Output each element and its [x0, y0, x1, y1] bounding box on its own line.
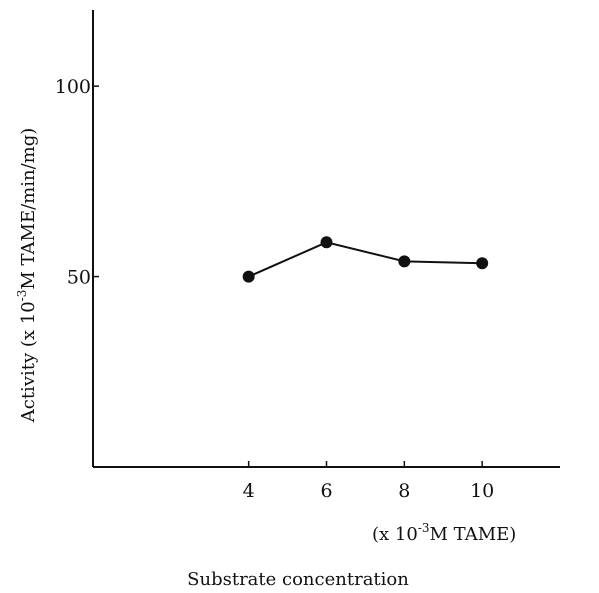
data-point: [320, 236, 333, 249]
y-tick-label: 50: [67, 267, 91, 289]
y-ticks: 50 100: [55, 76, 99, 289]
x-axis-unit: (x 10-3M TAME): [372, 521, 516, 545]
x-axis-title: Substrate concentration: [187, 569, 409, 590]
series-line: [248, 241, 483, 278]
data-point: [398, 255, 411, 268]
x-tick-label: 10: [470, 480, 494, 502]
x-tick-label: 4: [243, 480, 255, 502]
series: [242, 236, 489, 283]
y-axis-title: Activity (x 10-3M TAME/min/mg): [15, 128, 39, 424]
x-tick-label: 6: [320, 480, 332, 502]
y-tick-label: 100: [55, 76, 91, 98]
data-point: [476, 257, 489, 270]
data-point: [242, 270, 255, 283]
x-tick-label: 8: [398, 480, 410, 502]
x-ticks: 4 6 8 10: [243, 461, 494, 502]
